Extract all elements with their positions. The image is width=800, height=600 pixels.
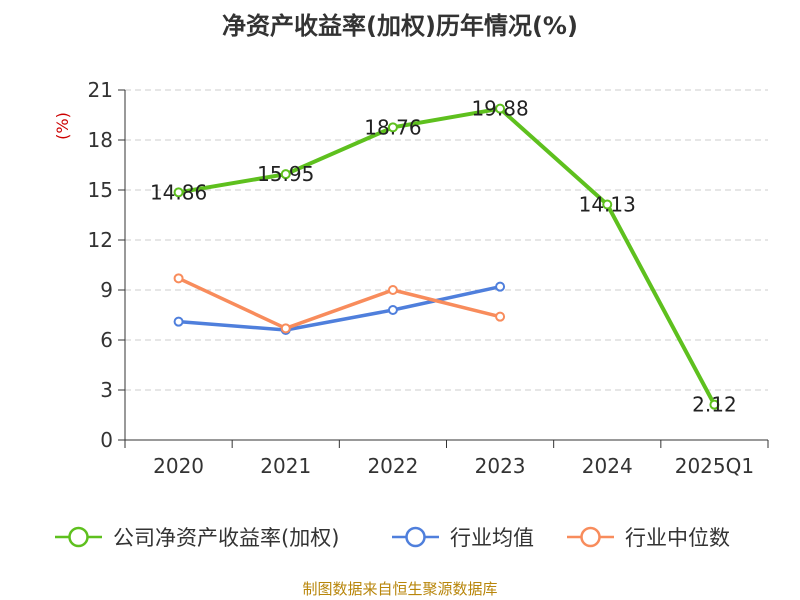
y-tick-label: 21 bbox=[88, 78, 113, 102]
data-label: 19.88 bbox=[471, 97, 528, 121]
data-point bbox=[387, 285, 398, 295]
legend-label: 行业均值 bbox=[450, 526, 534, 550]
data-point bbox=[387, 305, 398, 315]
data-point bbox=[173, 187, 184, 198]
y-tick-label: 6 bbox=[100, 328, 113, 352]
y-tick-label: 0 bbox=[100, 428, 113, 452]
data-point bbox=[280, 169, 291, 180]
legend-label: 公司净资产收益率(加权) bbox=[113, 526, 339, 550]
legend-swatch-marker bbox=[405, 526, 426, 548]
data-point bbox=[387, 122, 398, 133]
data-labels: 14.86 15.95 18.76 19.88 14.13 2.12 bbox=[150, 97, 737, 417]
x-tick-label: 2024 bbox=[582, 454, 633, 478]
data-label: 14.86 bbox=[150, 180, 207, 204]
data-point bbox=[495, 311, 506, 322]
legend: 公司净资产收益率(加权) 行业均值 行业中位数 bbox=[55, 526, 730, 550]
legend-swatch-marker bbox=[68, 526, 89, 548]
data-point bbox=[495, 281, 506, 292]
axes: 0 3 6 9 12 15 18 21 2020 2021 2022 2023 2024 2025Q1 bbox=[88, 78, 769, 478]
data-point bbox=[709, 399, 720, 410]
grid-lines bbox=[125, 89, 768, 391]
series-line-2 bbox=[176, 276, 502, 331]
x-tick-label: 2022 bbox=[367, 454, 418, 478]
data-label: 15.95 bbox=[257, 162, 314, 186]
x-tick-label: 2025Q1 bbox=[675, 454, 754, 478]
data-label: 18.76 bbox=[364, 115, 421, 139]
data-point bbox=[173, 316, 184, 327]
legend-label: 行业中位数 bbox=[625, 526, 730, 550]
data-point bbox=[280, 323, 291, 334]
y-tick-label: 12 bbox=[88, 228, 113, 252]
y-tick-label: 9 bbox=[100, 278, 113, 302]
series-line-1 bbox=[176, 284, 502, 332]
y-tick-label: 3 bbox=[100, 378, 113, 402]
x-tick-label: 2021 bbox=[260, 454, 311, 478]
series-line-0 bbox=[176, 106, 717, 407]
source-note: 制图数据来自恒生聚源数据库 bbox=[302, 580, 497, 598]
data-label: 2.12 bbox=[692, 393, 737, 417]
data-point bbox=[602, 199, 613, 210]
chart-title: 净资产收益率(加权)历年情况(%) bbox=[222, 12, 578, 40]
data-point bbox=[173, 273, 184, 284]
data-point bbox=[495, 103, 506, 114]
y-axis-label: (%) bbox=[53, 112, 72, 140]
x-tick-label: 2020 bbox=[153, 454, 204, 478]
series-lines bbox=[173, 103, 720, 410]
legend-swatch-marker bbox=[580, 526, 601, 548]
y-tick-label: 15 bbox=[88, 178, 113, 202]
x-tick-label: 2023 bbox=[475, 454, 526, 478]
data-label: 14.13 bbox=[579, 193, 636, 217]
y-tick-label: 18 bbox=[88, 128, 113, 152]
